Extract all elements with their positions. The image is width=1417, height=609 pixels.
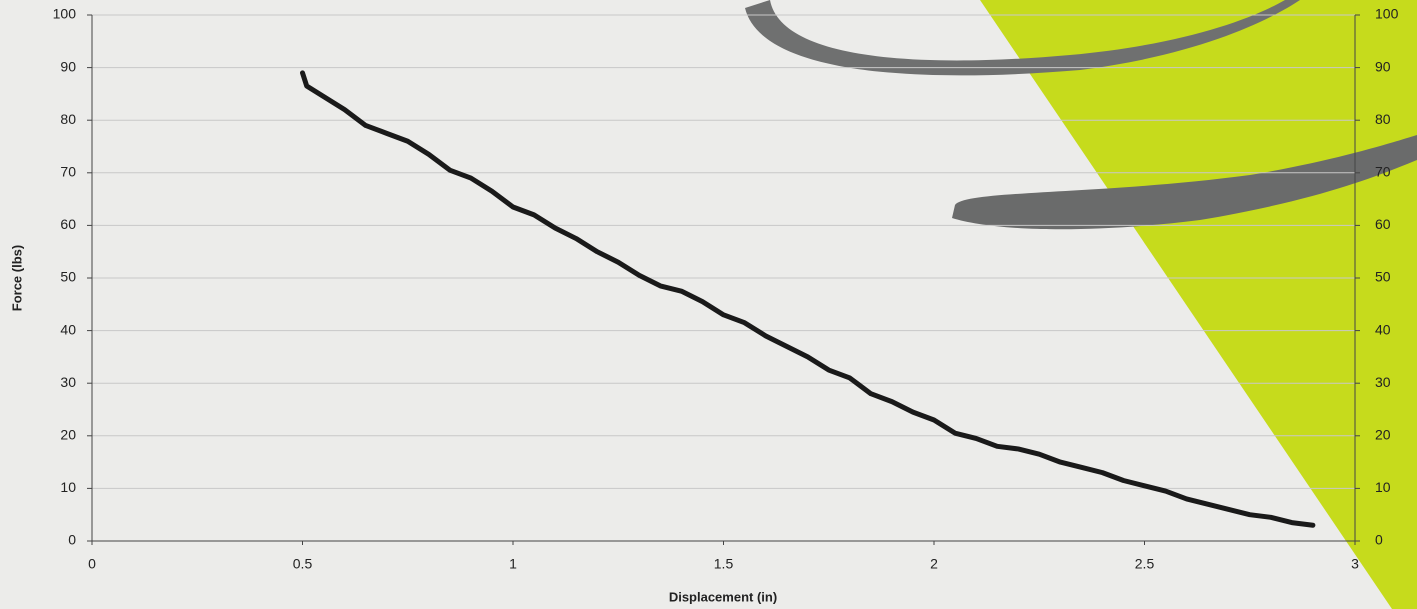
y-tick-label: 30	[60, 374, 76, 390]
y-tick-label: 20	[60, 427, 76, 443]
x-tick-label: 3	[1351, 556, 1359, 572]
y2-tick-label: 70	[1375, 164, 1391, 180]
y2-tick-label: 40	[1375, 321, 1391, 337]
x-tick-label: 2	[930, 556, 938, 572]
y-axis-label: Force (lbs)	[9, 245, 24, 311]
y2-tick-label: 20	[1375, 427, 1391, 443]
x-tick-label: 1	[509, 556, 517, 572]
x-tick-label: 1.5	[714, 556, 734, 572]
y2-tick-label: 80	[1375, 111, 1391, 127]
y-tick-label: 0	[68, 532, 76, 548]
x-tick-label: 0	[88, 556, 96, 572]
x-tick-label: 0.5	[293, 556, 313, 572]
y-tick-label: 10	[60, 479, 76, 495]
x-axis-label: Displacement (in)	[669, 589, 777, 604]
y-tick-label: 70	[60, 164, 76, 180]
y2-tick-label: 30	[1375, 374, 1391, 390]
y2-tick-label: 10	[1375, 479, 1391, 495]
y-tick-label: 100	[53, 6, 77, 22]
y-tick-label: 50	[60, 269, 76, 285]
y-tick-label: 60	[60, 216, 76, 232]
y-tick-label: 40	[60, 321, 76, 337]
y2-tick-label: 90	[1375, 58, 1391, 74]
y-tick-label: 90	[60, 58, 76, 74]
x-tick-label: 2.5	[1135, 556, 1155, 572]
y2-tick-label: 100	[1375, 6, 1399, 22]
y2-tick-label: 50	[1375, 269, 1391, 285]
y-tick-label: 80	[60, 111, 76, 127]
y2-tick-label: 60	[1375, 216, 1391, 232]
chart: Displacement (in) Force (lbs) 0102030405…	[0, 0, 1417, 609]
y2-tick-label: 0	[1375, 532, 1383, 548]
